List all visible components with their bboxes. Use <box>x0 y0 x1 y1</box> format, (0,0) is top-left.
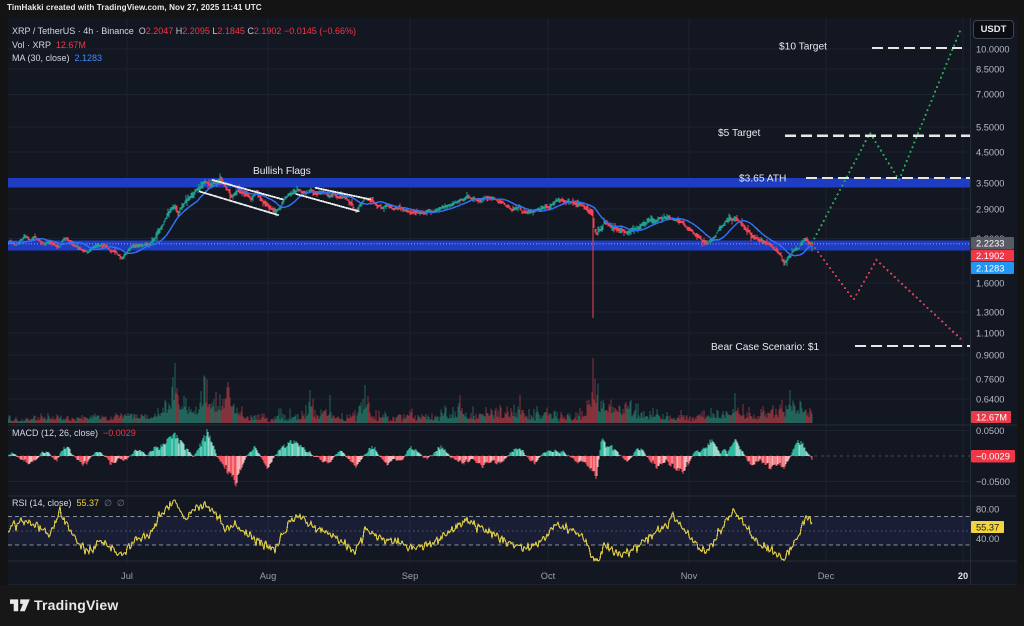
svg-text:−0.0500: −0.0500 <box>976 477 1010 487</box>
svg-text:$10 Target: $10 Target <box>779 42 827 53</box>
svg-text:2.1283: 2.1283 <box>976 263 1004 273</box>
svg-text:40.00: 40.00 <box>976 534 999 544</box>
svg-text:Oct: Oct <box>541 571 556 581</box>
svg-text:2.2233: 2.2233 <box>976 238 1004 248</box>
svg-text:Jul: Jul <box>121 571 133 581</box>
svg-text:2.1902: 2.1902 <box>976 251 1004 261</box>
svg-text:$5 Target: $5 Target <box>718 128 760 139</box>
svg-text:1.3000: 1.3000 <box>976 307 1004 317</box>
svg-text:0.6400: 0.6400 <box>976 394 1004 404</box>
svg-text:Aug: Aug <box>260 571 277 581</box>
svg-text:$3.65 ATH: $3.65 ATH <box>739 174 786 185</box>
svg-text:0.0500: 0.0500 <box>976 426 1004 436</box>
svg-text:1.1000: 1.1000 <box>976 328 1004 338</box>
svg-text:Nov: Nov <box>681 571 698 581</box>
svg-text:10.0000: 10.0000 <box>976 44 1010 54</box>
svg-text:0.7600: 0.7600 <box>976 374 1004 384</box>
svg-text:Sep: Sep <box>402 571 419 581</box>
svg-text:20: 20 <box>958 571 968 581</box>
svg-text:80.00: 80.00 <box>976 504 999 514</box>
svg-text:3.5000: 3.5000 <box>976 178 1004 188</box>
svg-text:0.9000: 0.9000 <box>976 350 1004 360</box>
svg-text:12.67M: 12.67M <box>976 412 1007 422</box>
svg-text:Dec: Dec <box>818 571 835 581</box>
svg-text:7.0000: 7.0000 <box>976 89 1004 99</box>
svg-text:55.37: 55.37 <box>976 522 999 532</box>
svg-text:5.5000: 5.5000 <box>976 122 1004 132</box>
svg-text:Bullish Flags: Bullish Flags <box>253 166 311 177</box>
svg-text:8.5000: 8.5000 <box>976 64 1004 74</box>
svg-text:1.6000: 1.6000 <box>976 278 1004 288</box>
svg-text:−0.0029: −0.0029 <box>976 452 1010 462</box>
svg-text:2.9000: 2.9000 <box>976 204 1004 214</box>
svg-text:4.5000: 4.5000 <box>976 147 1004 157</box>
svg-text:Bear Case Scenario: $1: Bear Case Scenario: $1 <box>711 342 819 353</box>
